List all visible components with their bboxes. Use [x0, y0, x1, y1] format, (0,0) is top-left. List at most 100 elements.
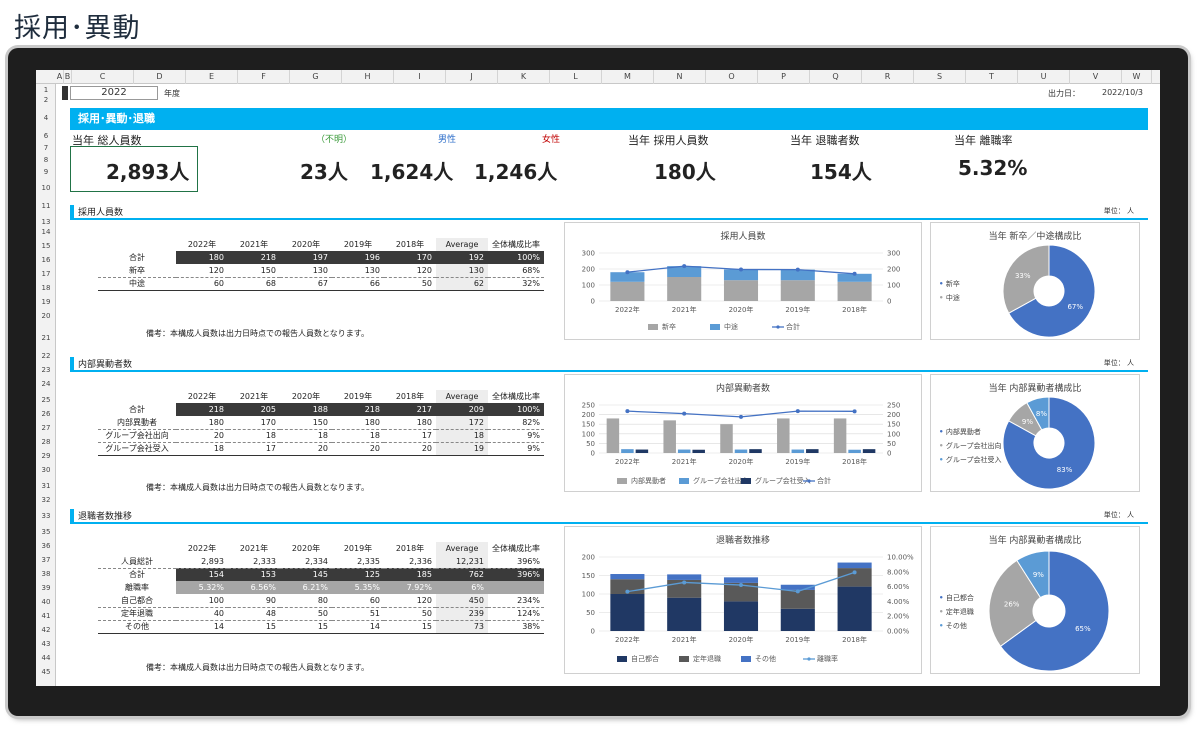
table-cell[interactable]: 9% — [488, 429, 544, 443]
table-cell[interactable]: 450 — [436, 594, 488, 608]
table-cell[interactable]: 100% — [488, 251, 544, 264]
column-header[interactable]: R — [862, 70, 914, 84]
column-header[interactable]: B — [64, 70, 72, 84]
table-cell[interactable]: 50 — [384, 277, 436, 291]
table-cell[interactable]: 32% — [488, 277, 544, 291]
table-cell[interactable]: 17 — [384, 429, 436, 443]
table-cell[interactable]: 217 — [384, 403, 436, 416]
column-header[interactable]: L — [550, 70, 602, 84]
row-header[interactable]: 17 — [41, 270, 51, 278]
hiring-pie-chart[interactable]: 当年 新卒／中途構成比 • 新卒 • 中途 67% 33% — [930, 222, 1140, 340]
table-cell[interactable]: 15 — [280, 620, 332, 634]
row-header[interactable]: 16 — [41, 256, 51, 264]
row-header[interactable]: 4 — [43, 114, 49, 122]
table-cell[interactable]: 20 — [332, 442, 384, 456]
table-cell[interactable] — [488, 581, 544, 594]
column-header[interactable]: H — [342, 70, 394, 84]
table-cell[interactable]: 18 — [436, 429, 488, 443]
row-header[interactable]: 39 — [41, 584, 51, 592]
table-cell[interactable]: 196 — [332, 251, 384, 264]
table-cell[interactable]: 153 — [228, 568, 280, 581]
row-header[interactable]: 23 — [41, 366, 51, 374]
table-cell[interactable]: 40 — [176, 607, 228, 621]
table-cell[interactable]: 18 — [280, 429, 332, 443]
table-cell[interactable]: 80 — [280, 594, 332, 608]
table-cell[interactable]: 18 — [332, 429, 384, 443]
row-header[interactable]: 45 — [41, 668, 51, 676]
table-cell[interactable]: 15 — [228, 620, 280, 634]
column-header[interactable]: N — [654, 70, 706, 84]
table-cell[interactable]: 50 — [384, 607, 436, 621]
table-cell[interactable]: 68% — [488, 264, 544, 278]
table-cell[interactable]: 14 — [332, 620, 384, 634]
table-cell[interactable]: 2,334 — [280, 555, 332, 569]
column-header[interactable]: Q — [810, 70, 862, 84]
table-cell[interactable]: 150 — [280, 416, 332, 430]
table-cell[interactable]: 130 — [436, 264, 488, 278]
row-header[interactable]: 44 — [41, 654, 51, 662]
row-header[interactable]: 43 — [41, 640, 51, 648]
column-header[interactable]: O — [706, 70, 758, 84]
row-header[interactable]: 9 — [43, 168, 49, 176]
table-cell[interactable]: 6% — [436, 581, 488, 594]
table-cell[interactable]: 396% — [488, 555, 544, 569]
table-cell[interactable]: 100% — [488, 403, 544, 416]
table-cell[interactable]: 180 — [332, 416, 384, 430]
table-cell[interactable]: 2,336 — [384, 555, 436, 569]
row-header[interactable]: 15 — [41, 242, 51, 250]
transfer-pie-chart[interactable]: 当年 内部異動者構成比 • 内部異動者 • グループ会社出向 • グループ会社受入 … — [930, 374, 1140, 492]
row-header[interactable]: 29 — [41, 452, 51, 460]
column-header[interactable]: E — [186, 70, 238, 84]
table-cell[interactable]: 18 — [228, 429, 280, 443]
row-header[interactable]: 31 — [41, 482, 51, 490]
table-cell[interactable]: 62 — [436, 277, 488, 291]
table-cell[interactable]: 170 — [228, 416, 280, 430]
table-cell[interactable]: 6.56% — [228, 581, 280, 594]
table-cell[interactable]: 125 — [332, 568, 384, 581]
table-cell[interactable]: 17 — [228, 442, 280, 456]
column-header[interactable]: F — [238, 70, 290, 84]
column-header[interactable]: C — [72, 70, 134, 84]
row-header[interactable]: 38 — [41, 570, 51, 578]
table-cell[interactable]: 2,335 — [332, 555, 384, 569]
table-cell[interactable]: 218 — [176, 403, 228, 416]
table-cell[interactable]: 762 — [436, 568, 488, 581]
row-header[interactable]: 37 — [41, 556, 51, 564]
table-cell[interactable]: 180 — [176, 416, 228, 430]
table-cell[interactable]: 60 — [176, 277, 228, 291]
row-header[interactable]: 11 — [41, 202, 51, 210]
table-cell[interactable]: 188 — [280, 403, 332, 416]
table-cell[interactable]: 180 — [384, 416, 436, 430]
row-header[interactable]: 14 — [41, 228, 51, 236]
row-header[interactable]: 27 — [41, 424, 51, 432]
table-cell[interactable]: 73 — [436, 620, 488, 634]
column-header[interactable]: S — [914, 70, 966, 84]
column-header[interactable]: G — [290, 70, 342, 84]
table-cell[interactable]: 66 — [332, 277, 384, 291]
column-header[interactable]: I — [394, 70, 446, 84]
table-cell[interactable]: 2,893 — [176, 555, 228, 569]
table-cell[interactable]: 218 — [228, 251, 280, 264]
table-cell[interactable]: 9% — [488, 442, 544, 456]
table-cell[interactable]: 90 — [228, 594, 280, 608]
table-cell[interactable]: 48 — [228, 607, 280, 621]
table-cell[interactable]: 7.92% — [384, 581, 436, 594]
table-cell[interactable]: 20 — [176, 429, 228, 443]
table-cell[interactable]: 5.35% — [332, 581, 384, 594]
table-cell[interactable]: 12,231 — [436, 555, 488, 569]
table-cell[interactable]: 130 — [280, 264, 332, 278]
row-header[interactable]: 8 — [43, 156, 49, 164]
table-cell[interactable]: 209 — [436, 403, 488, 416]
row-header[interactable]: 30 — [41, 466, 51, 474]
column-header[interactable]: T — [966, 70, 1018, 84]
table-cell[interactable]: 120 — [384, 594, 436, 608]
hiring-bar-chart[interactable]: 採用人員数 0 100 200 300 0 100 200 300 2022年 2021年 2020… — [564, 222, 922, 340]
row-header[interactable]: 25 — [41, 396, 51, 404]
table-cell[interactable]: 172 — [436, 416, 488, 430]
table-cell[interactable]: 20 — [280, 442, 332, 456]
table-cell[interactable]: 38% — [488, 620, 544, 634]
row-header[interactable]: 42 — [41, 626, 51, 634]
table-cell[interactable]: 20 — [384, 442, 436, 456]
row-header[interactable]: 32 — [41, 496, 51, 504]
